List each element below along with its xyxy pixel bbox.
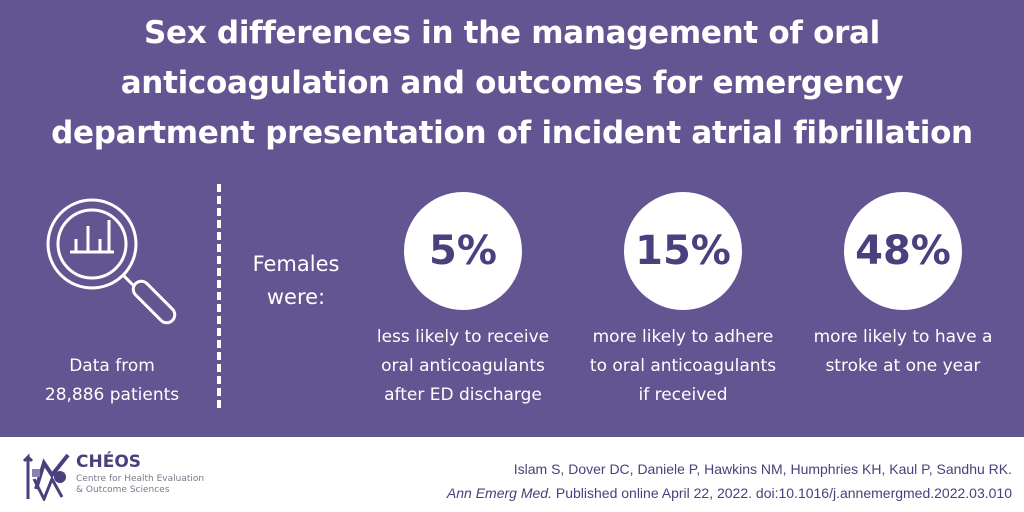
- title-line: Sex differences in the management of ora…: [143, 15, 880, 51]
- females-label: Females were:: [236, 248, 356, 314]
- citation-source: Ann Emerg Med. Published online April 22…: [447, 481, 1012, 505]
- stat-description: more likely to have a stroke at one year: [793, 323, 1013, 381]
- citation-journal: Ann Emerg Med.: [446, 485, 552, 501]
- logo-name: CHÉOS: [76, 452, 142, 472]
- citation-details: Published online April 22, 2022. doi:10.…: [551, 485, 1012, 501]
- stat-stroke: 48% more likely to have a stroke at one …: [793, 192, 1013, 381]
- title-line: department presentation of incident atri…: [51, 115, 973, 151]
- infographic-title: Sex differences in the management of ora…: [0, 8, 1024, 158]
- desc-line: less likely to receive: [376, 327, 550, 347]
- data-source-text: Data from 28,886 patients: [22, 352, 202, 410]
- females-line: were:: [266, 285, 326, 309]
- stat-description: more likely to adhere to oral anticoagul…: [573, 323, 793, 410]
- citation-authors: Islam S, Dover DC, Daniele P, Hawkins NM…: [513, 461, 1012, 477]
- magnifier-chart-icon: [46, 198, 177, 325]
- females-line: Females: [252, 252, 340, 276]
- desc-line: more likely to have a: [813, 327, 993, 347]
- logo-subtitle: Centre for Health Evaluation & Outcome S…: [76, 474, 206, 496]
- desc-line: oral anticoagulants: [381, 356, 545, 376]
- dashed-divider: [217, 184, 221, 408]
- citation: Islam S, Dover DC, Daniele P, Hawkins NM…: [447, 457, 1012, 505]
- stat-circle: 5%: [404, 192, 522, 310]
- desc-line: after ED discharge: [384, 385, 542, 405]
- patient-count: 28,886 patients: [44, 385, 180, 405]
- stat-anticoagulant-receipt: 5% less likely to receive oral anticoagu…: [353, 192, 573, 410]
- cheos-logo-icon: [22, 453, 70, 501]
- title-line: anticoagulation and outcomes for emergen…: [120, 65, 904, 101]
- logo-subtitle-line: Centre for Health Evaluation: [76, 474, 205, 484]
- desc-line: to oral anticoagulants: [589, 356, 777, 376]
- stat-circle: 15%: [624, 192, 742, 310]
- stat-circle: 48%: [844, 192, 962, 310]
- desc-line: more likely to adhere: [592, 327, 774, 347]
- data-source-line: Data from: [69, 356, 155, 376]
- desc-line: if received: [638, 385, 728, 405]
- logo-subtitle-line: & Outcome Sciences: [76, 485, 170, 495]
- desc-line: stroke at one year: [825, 356, 981, 376]
- stat-description: less likely to receive oral anticoagulan…: [353, 323, 573, 410]
- stat-adherence: 15% more likely to adhere to oral antico…: [573, 192, 793, 410]
- main-panel: Sex differences in the management of ora…: [0, 0, 1024, 437]
